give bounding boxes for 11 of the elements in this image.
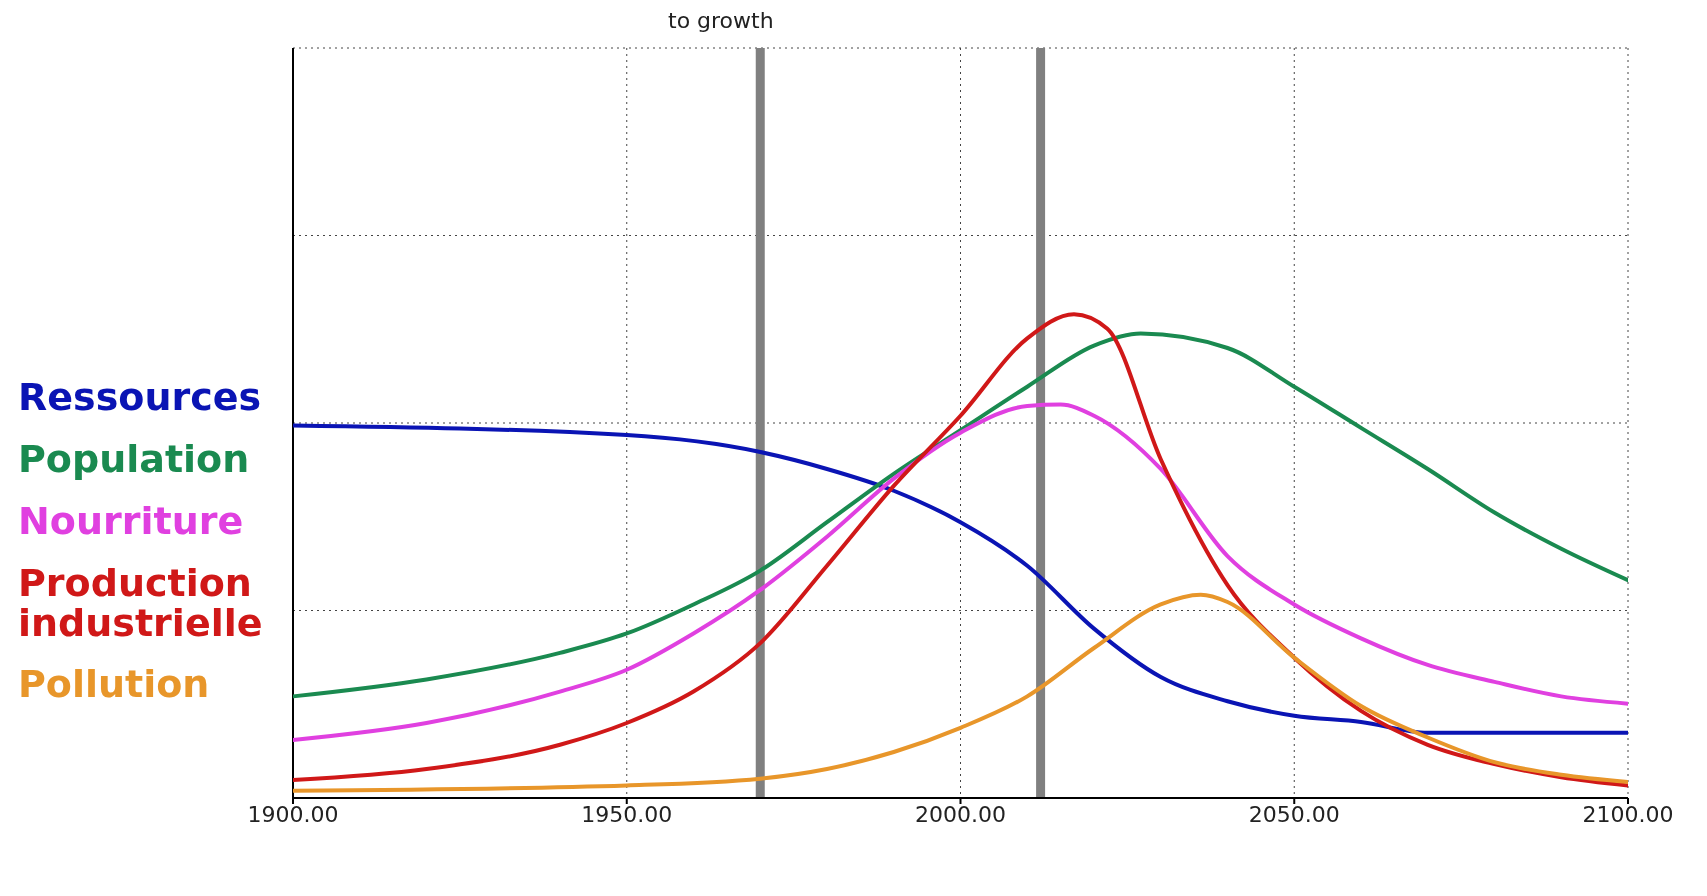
x-tick-label: 2100.00	[1582, 801, 1674, 827]
text: Production industrielle	[18, 560, 263, 645]
text: Pollution	[18, 662, 211, 707]
x-tick-label: 1900.00	[247, 801, 339, 827]
x-tick-label: 1950.00	[581, 801, 673, 827]
text: Nourriture	[18, 498, 244, 543]
text: Population	[18, 436, 250, 481]
x-tick-label: 2050.00	[1248, 801, 1340, 827]
series-label: Ressources	[18, 375, 262, 419]
text: to growth	[668, 8, 774, 33]
x-tick-label: 2000.00	[915, 801, 1006, 827]
